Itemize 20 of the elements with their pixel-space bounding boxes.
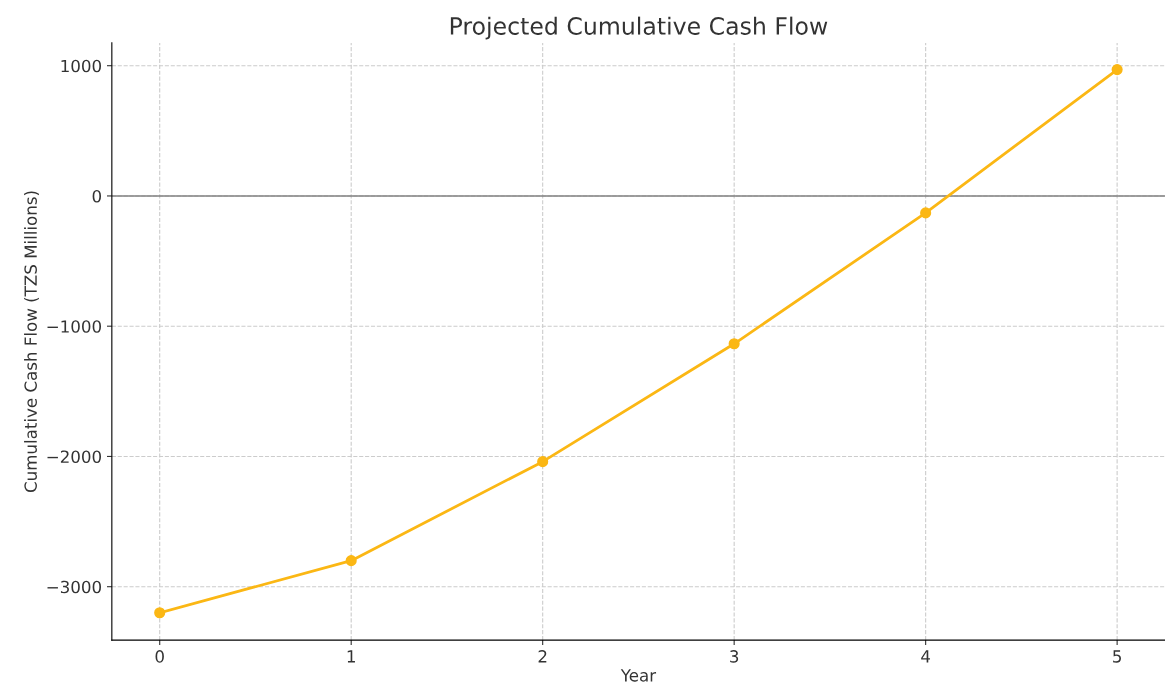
point (920, 207, 932, 219)
y-tick-label: −1000 (47, 320, 102, 333)
x-tick-label: 2 (538, 650, 547, 663)
x-tick-label: 3 (730, 650, 739, 663)
y-tick-label: −3000 (47, 580, 102, 594)
y-tick-label: 1000 (61, 59, 102, 73)
y-axis-title: Cumulative Cash Flow (TZS Millions) (24, 191, 39, 493)
x-tick-label: 5 (1113, 650, 1121, 663)
x-axis-title: Year (620, 669, 657, 682)
chart-title: Projected Cumulative Cash Flow (450, 16, 828, 40)
point (345, 555, 357, 567)
x-tick-label: 4 (921, 650, 931, 663)
point (154, 607, 166, 619)
y-tick-label: 0 (92, 189, 102, 203)
y-tick-label: −2000 (47, 450, 102, 464)
point (1111, 64, 1123, 76)
point (728, 338, 740, 350)
point (537, 456, 549, 468)
x-tick-label: 0 (155, 650, 164, 663)
x-tick-label: 1 (347, 650, 355, 663)
